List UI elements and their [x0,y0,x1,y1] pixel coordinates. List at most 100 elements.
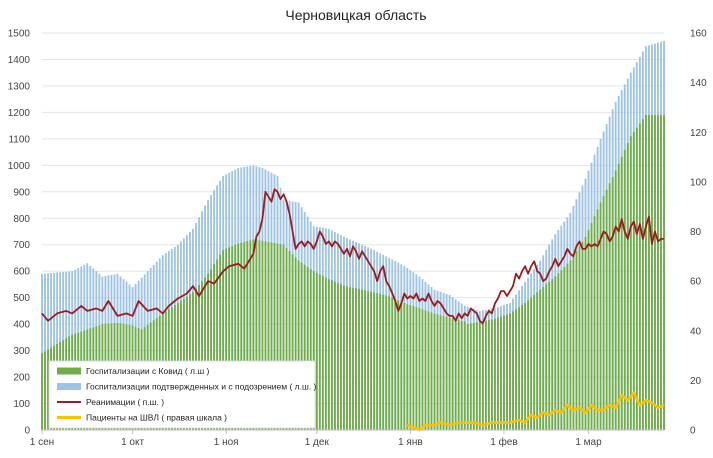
bar-covid [521,305,524,430]
bar-covid [632,131,635,430]
bar-covid [312,271,315,430]
bar-covid [333,281,336,430]
bar-covid [644,115,647,431]
bar-covid [551,279,554,430]
bar-covid [663,115,665,431]
bar-covid [575,251,578,430]
bar-covid [394,298,397,430]
bar-covid [536,292,539,430]
y-left-tick-label: 700 [13,240,30,251]
bar-covid [270,242,273,430]
bar-covid [427,311,430,430]
bar-covid [454,319,457,430]
bar-covid [503,315,505,430]
bar-covid [370,291,373,430]
bar-covid [590,223,593,430]
bar-covid [327,279,330,430]
bar-covid [412,306,415,430]
y-left-tick-label: 400 [13,320,30,331]
bar-covid [228,247,231,430]
bar-covid [487,320,490,430]
legend-label: Госпитализации с Ковид ( л.ш ) [86,366,210,376]
y-right-tick-label: 40 [690,326,702,337]
bar-covid [524,302,527,430]
bar-covid [500,316,502,430]
bar-covid [436,314,439,430]
bar-covid [623,149,626,430]
bar-covid [195,288,197,430]
bar-covid [605,189,608,430]
bar-covid [657,115,659,431]
bar-covid [294,257,297,430]
bar-covid [563,266,566,430]
bar-covid [481,321,484,430]
bar-covid [282,244,285,430]
bar-covid [409,305,412,430]
series-line [406,391,665,432]
bar-covid [418,308,421,430]
bar-covid [273,243,276,430]
x-tick-label: 1 ноя [214,437,239,448]
chart-title: Черновицкая область [285,7,426,23]
bar-covid [249,240,252,430]
bar-covid [352,287,354,430]
bar-covid [297,260,300,430]
bar-covid [207,273,209,430]
bar-covid [288,251,291,430]
bar-covid [330,280,333,430]
bar-covid [626,143,629,431]
bar-covid [400,301,403,430]
bar-covid [276,243,279,430]
bar-covid [246,241,249,430]
axes: 0100200300400500600700800900100011001200… [8,29,707,449]
bar-covid [279,244,282,430]
bar-covid [472,322,475,430]
bar-covid [415,307,418,430]
x-tick-label: 1 дек [305,437,330,448]
bar-covid [201,281,203,430]
y-right-tick-label: 100 [690,177,707,188]
bar-covid [478,321,481,430]
bar-covid [515,309,517,430]
bar-covid [578,246,581,430]
bar-covid [466,324,469,430]
y-left-tick-label: 300 [13,346,30,357]
bar-covid [210,269,213,430]
legend-swatch [57,383,81,390]
bar-covid [240,242,243,430]
bar-covid [219,254,222,430]
x-tick-label: 1 сен [30,437,54,448]
bar-covid [518,307,520,430]
bar-covid [493,318,496,430]
y-left-tick-label: 600 [13,267,30,278]
bar-covid [364,290,367,430]
bar-covid [587,229,590,430]
y-left-tick-label: 1000 [8,161,31,172]
bar-covid [216,259,219,430]
bar-covid [448,317,451,430]
legend-swatch [57,367,81,375]
bar-covid [300,262,303,430]
bar-covid [617,163,620,430]
bar-covid [318,274,321,430]
bar-covid [530,297,533,430]
bar-covid [647,115,650,431]
y-left-tick-label: 800 [13,214,30,225]
bar-covid [460,320,463,430]
x-tick-label: 1 окт [121,437,144,448]
bar-covid [584,236,587,430]
bar-covid [463,321,466,430]
y-right-tick-label: 140 [690,78,707,89]
bar-covid [539,289,542,430]
y-right-tick-label: 120 [690,128,707,139]
series-line [41,188,664,325]
bar-covid [388,296,391,430]
bar-covid [581,241,584,430]
bar-covid [593,216,596,430]
bar-covid [554,276,557,430]
bar-covid [213,264,216,430]
bar-covid [566,263,569,430]
y-right-tick-label: 160 [690,29,707,40]
bar-covid [506,314,508,430]
bar-covid [204,277,206,430]
